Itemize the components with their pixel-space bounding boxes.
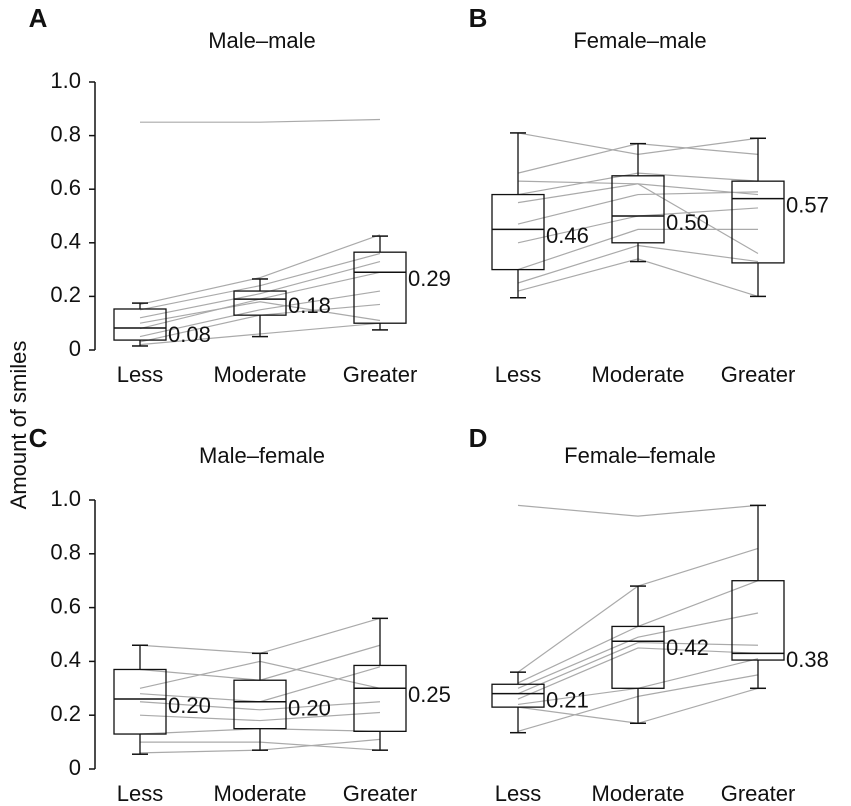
mean-label: 0.46 xyxy=(546,223,589,248)
subject-line xyxy=(517,228,758,271)
mean-label: 0.20 xyxy=(288,696,331,721)
subject-line xyxy=(139,711,381,722)
box xyxy=(491,683,545,708)
mean-label: 0.57 xyxy=(786,192,829,217)
mean-label: 0.08 xyxy=(168,322,211,347)
x-tick-label: Moderate xyxy=(214,781,307,806)
subject-line xyxy=(139,234,381,306)
y-tick-label: 0.2 xyxy=(50,282,81,307)
mean-label: 0.18 xyxy=(288,293,331,318)
y-tick-label: 0 xyxy=(69,336,81,361)
panel-title: Female–female xyxy=(564,443,716,468)
x-tick-label: Moderate xyxy=(592,362,685,387)
subject-line xyxy=(139,617,381,654)
subject-line xyxy=(139,701,381,711)
y-tick-label: 0.6 xyxy=(50,175,81,200)
subject-line xyxy=(517,191,759,225)
x-tick-label: Less xyxy=(117,781,163,806)
y-tick-label: 0.8 xyxy=(50,121,81,146)
mean-label: 0.50 xyxy=(666,210,709,235)
box xyxy=(233,679,287,730)
y-tick-label: 0.8 xyxy=(50,540,81,565)
subject-line xyxy=(139,290,381,338)
panel-title: Male–female xyxy=(199,443,325,468)
mean-label: 0.25 xyxy=(408,682,451,707)
mean-label: 0.38 xyxy=(786,647,829,672)
y-tick-label: 0.4 xyxy=(50,229,81,254)
mean-label: 0.42 xyxy=(666,635,709,660)
y-tick-label: 0.4 xyxy=(50,647,81,672)
subject-line xyxy=(517,647,759,700)
box xyxy=(353,251,407,324)
x-tick-label: Less xyxy=(117,362,163,387)
y-tick-label: 0.6 xyxy=(50,593,81,618)
box xyxy=(233,290,287,316)
box xyxy=(731,180,785,264)
box xyxy=(731,580,785,661)
box xyxy=(113,668,167,735)
panel-title: Male–male xyxy=(208,28,316,53)
x-tick-label: Greater xyxy=(343,781,418,806)
box xyxy=(353,664,407,732)
y-tick-label: 1.0 xyxy=(50,68,81,93)
subject-line xyxy=(139,301,381,324)
box xyxy=(113,308,167,341)
y-axis-label: Amount of smiles xyxy=(6,341,31,510)
subject-line xyxy=(517,258,759,297)
subject-line xyxy=(140,118,381,123)
x-tick-label: Greater xyxy=(343,362,418,387)
subject-line xyxy=(517,641,759,695)
subject-line xyxy=(139,260,381,319)
x-tick-label: Less xyxy=(495,362,541,387)
panel-letter: C xyxy=(29,423,48,453)
panel-letter: D xyxy=(469,423,488,453)
y-tick-label: 0 xyxy=(69,755,81,780)
subject-line xyxy=(517,180,759,255)
x-tick-label: Greater xyxy=(721,781,796,806)
y-tick-label: 0.2 xyxy=(50,701,81,726)
x-tick-label: Moderate xyxy=(214,362,307,387)
box xyxy=(611,625,665,689)
mean-label: 0.21 xyxy=(546,687,589,712)
panel-letter: B xyxy=(469,3,488,33)
mean-label: 0.29 xyxy=(408,266,451,291)
x-tick-label: Less xyxy=(495,781,541,806)
x-tick-label: Moderate xyxy=(592,781,685,806)
mean-label: 0.20 xyxy=(168,693,211,718)
panel-letter: A xyxy=(29,3,48,33)
subject-line xyxy=(517,504,759,517)
box xyxy=(491,193,545,271)
panel-title: Female–male xyxy=(573,28,706,53)
box xyxy=(611,175,665,244)
y-tick-label: 1.0 xyxy=(50,486,81,511)
x-tick-label: Greater xyxy=(721,362,796,387)
subject-line xyxy=(517,612,759,689)
